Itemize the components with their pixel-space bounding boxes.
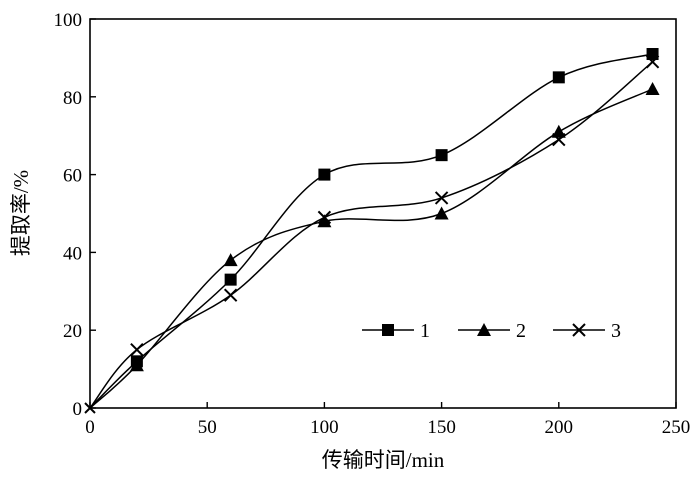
x-tick-label-1: 50 [198, 417, 217, 438]
x-tick-label-4: 200 [545, 417, 574, 438]
series-1-point-3 [318, 168, 331, 181]
series-layer [84, 48, 660, 414]
series-1-point-2 [224, 273, 237, 286]
series-3-point-1 [130, 342, 144, 357]
series-3 [89, 55, 660, 409]
y-axis: 0 20 40 60 80 100 [54, 10, 96, 420]
x-tick-label-2: 100 [310, 417, 339, 438]
x-tick-label-5: 250 [662, 417, 691, 438]
series-3-point-4 [434, 191, 449, 205]
y-axis-title: 提取率/% [9, 170, 33, 256]
legend-label-3: 3 [611, 320, 621, 342]
series-2-line [89, 88, 653, 409]
legend-label-1: 1 [420, 320, 430, 342]
y-tick-label-4: 80 [63, 88, 82, 109]
legend-item-1: 1 [362, 320, 430, 342]
y-tick-label-1: 20 [63, 321, 82, 342]
series-2-point-2 [223, 253, 238, 267]
y-tick-label-5: 100 [54, 10, 83, 31]
legend-item-2: 2 [458, 320, 526, 342]
series-1-point-6 [646, 48, 659, 61]
series-2-point-6 [645, 82, 660, 96]
series-3-line [89, 61, 654, 409]
series-2-point-1 [129, 358, 144, 372]
series-1-line [89, 53, 653, 409]
series-3-point-3 [317, 210, 332, 225]
series-1-point-5 [552, 71, 565, 84]
legend: 1 2 3 [362, 320, 621, 342]
legend-marker-3 [572, 323, 586, 337]
series-3-point-2 [223, 288, 238, 302]
series-2 [89, 82, 660, 409]
x-axis: 0 50 100 150 200 250 [85, 402, 690, 438]
x-axis-title: 传输时间/min [322, 448, 445, 472]
series-1 [89, 48, 659, 409]
plot-frame [89, 18, 677, 409]
legend-item-3: 3 [553, 320, 621, 342]
series-2-point-5 [551, 124, 566, 138]
x-tick-label-3: 150 [427, 417, 456, 438]
y-tick-label-3: 60 [63, 166, 82, 187]
legend-marker-2 [477, 323, 491, 336]
origin-point [84, 402, 96, 414]
series-1-point-4 [435, 149, 448, 162]
series-3-point-5 [552, 132, 566, 147]
series-2-point-3 [317, 214, 332, 228]
series-2-point-4 [434, 206, 449, 220]
y-tick-label-2: 40 [63, 243, 82, 264]
x-tick-label-0: 0 [85, 417, 95, 438]
legend-marker-1 [382, 324, 394, 336]
series-3-point-6 [645, 55, 660, 69]
y-tick-label-0: 0 [73, 399, 83, 420]
legend-label-2: 2 [516, 320, 526, 342]
